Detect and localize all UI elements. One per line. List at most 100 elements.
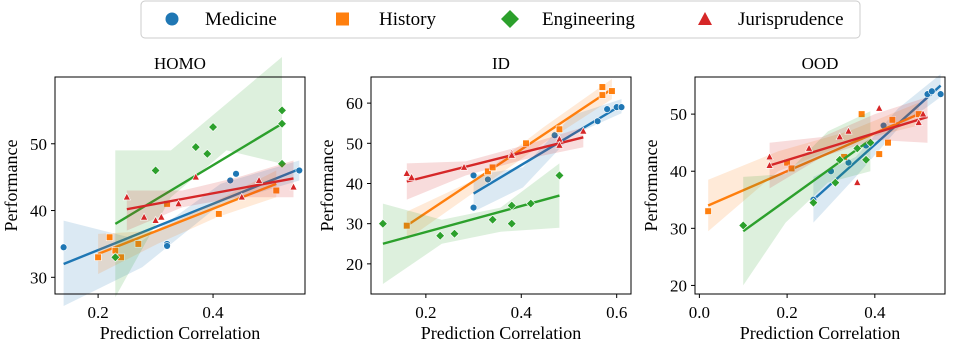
- data-point: [110, 252, 121, 263]
- data-point: [834, 154, 845, 165]
- data-point: [550, 131, 559, 139]
- data-point: [191, 172, 200, 181]
- y-tick-label: 50: [346, 134, 363, 153]
- subplot-ood: OOD 0.0 0.2 0.4 20 30 40 50 Prediction Correlati…: [641, 54, 946, 343]
- data-point: [506, 218, 517, 229]
- data-point: [861, 154, 871, 165]
- data-point: [489, 163, 497, 172]
- data-point: [122, 192, 131, 201]
- data-point: [554, 170, 565, 181]
- legend: Medicine History Engineering Jurispruden…: [140, 0, 861, 39]
- data-point: [853, 178, 862, 186]
- data-point: [555, 125, 564, 133]
- confidence-band: [115, 57, 282, 298]
- legend-item-engineering: Engineering: [501, 9, 635, 30]
- subplot-title: HOMO: [154, 54, 206, 73]
- x-axis-label: Prediction Correlation: [100, 323, 260, 343]
- axes-frame: [694, 76, 946, 295]
- data-point: [208, 122, 218, 132]
- confidence-band: [406, 79, 612, 240]
- data-point: [59, 243, 68, 251]
- legend-label: History: [379, 9, 437, 30]
- subplot-title: OOD: [802, 54, 839, 73]
- legend-item-jurisprudence: Jurisprudence: [698, 9, 844, 30]
- legend-label: Medicine: [205, 9, 277, 30]
- y-axis-label: Performance: [641, 140, 661, 232]
- data-point: [407, 172, 416, 181]
- data-point: [765, 152, 774, 161]
- data-point: [738, 220, 749, 231]
- y-axis-label: Performance: [317, 140, 337, 232]
- data-point: [804, 143, 814, 152]
- data-point: [151, 215, 160, 224]
- y-tick-label: 20: [346, 255, 363, 274]
- data-point: [765, 160, 774, 169]
- data-point: [858, 110, 866, 118]
- y-tick-label: 40: [30, 202, 47, 221]
- data-point: [277, 105, 287, 116]
- data-point: [928, 87, 936, 95]
- x-axis-label: Prediction Correlation: [740, 323, 900, 343]
- data-point: [272, 186, 280, 195]
- confidence-band: [743, 111, 871, 286]
- data-point: [487, 214, 498, 225]
- data-point: [105, 233, 114, 241]
- confidence-band: [98, 170, 277, 274]
- subplot-title: ID: [492, 54, 510, 73]
- data-point: [163, 242, 171, 250]
- data-point: [918, 109, 928, 118]
- data-point: [134, 240, 142, 248]
- data-point: [163, 200, 171, 208]
- data-point: [378, 218, 388, 229]
- data-point: [449, 228, 460, 239]
- y-tick-label: 30: [346, 215, 363, 234]
- data-point: [435, 230, 445, 241]
- series-history: [94, 170, 280, 274]
- plot-area: [59, 57, 303, 306]
- series-jurisprudence: [765, 97, 928, 189]
- data-point: [174, 199, 183, 207]
- y-tick-label: 20: [670, 276, 687, 295]
- data-point: [884, 139, 892, 147]
- x-axis-label: Prediction Correlation: [421, 323, 581, 343]
- data-point: [289, 182, 298, 191]
- data-point: [254, 175, 264, 184]
- data-point: [808, 197, 819, 208]
- data-point: [277, 118, 287, 129]
- y-tick-label: 30: [670, 219, 687, 238]
- data-point: [484, 167, 492, 176]
- legend-marker-triangle: [698, 12, 712, 25]
- legend-item-medicine: Medicine: [165, 9, 277, 30]
- y-tick-label: 40: [670, 162, 687, 181]
- y-tick-label: 30: [30, 268, 47, 287]
- subplot-homo: HOMO 0.2 0.4 30 40 50 Prediction Correlation Pe…: [1, 54, 306, 343]
- data-point: [150, 165, 161, 176]
- regression-line: [769, 115, 928, 167]
- data-point: [555, 140, 564, 149]
- legend-marker-diamond: [501, 10, 519, 28]
- confidence-band: [126, 160, 294, 231]
- x-tick-label: 0.2: [776, 303, 797, 322]
- data-point: [402, 168, 411, 177]
- y-tick-label: 50: [30, 135, 47, 154]
- data-point: [469, 171, 478, 180]
- data-point: [598, 91, 606, 99]
- data-point: [506, 200, 517, 211]
- legend-label: Engineering: [542, 9, 635, 30]
- series-medicine: [469, 99, 626, 212]
- data-point: [202, 148, 213, 159]
- data-point: [507, 150, 516, 159]
- data-point: [94, 253, 102, 261]
- x-tick-label: 0.4: [864, 303, 886, 322]
- regression-line: [126, 177, 294, 211]
- data-point: [888, 116, 896, 124]
- x-tick-label: 0.0: [689, 303, 710, 322]
- data-point: [403, 222, 411, 230]
- regression-line: [97, 182, 277, 256]
- data-point: [704, 207, 712, 215]
- data-point: [157, 212, 166, 221]
- series-engineering: [378, 163, 565, 284]
- data-point: [844, 126, 853, 135]
- x-tick-label: 0.2: [87, 303, 108, 322]
